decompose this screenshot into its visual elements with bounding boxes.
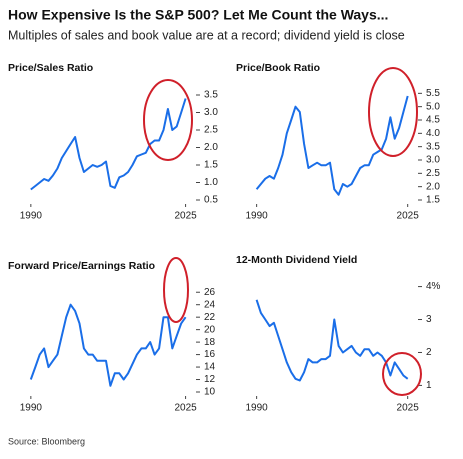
data-line <box>255 95 409 196</box>
highlight-circle <box>382 352 422 396</box>
y-tick-label: 10 <box>204 387 216 398</box>
x-tick-label: 1990 <box>20 211 43 222</box>
panel-title: Price/Sales Ratio <box>8 62 93 74</box>
highlight-circle <box>163 257 189 323</box>
y-tick-label: 1.0 <box>204 177 218 188</box>
y-tick-label: 0.5 <box>204 195 218 206</box>
y-tick-label: 22 <box>204 312 216 323</box>
y-tick-label: 18 <box>204 337 216 348</box>
y-tick-label: 26 <box>204 287 216 298</box>
x-tick-label: 2025 <box>174 403 197 414</box>
y-tick-label: 14 <box>204 362 216 373</box>
y-tick-label: 2.5 <box>426 168 440 179</box>
y-tick-label: 3 <box>426 314 432 325</box>
x-tick-label: 2025 <box>397 211 420 222</box>
panel-title: Price/Book Ratio <box>236 62 320 74</box>
y-tick-label: 5.0 <box>426 101 440 112</box>
y-tick-label: 20 <box>204 324 216 335</box>
y-tick-label: 3.0 <box>426 155 440 166</box>
y-tick-label: 3.0 <box>204 107 218 118</box>
y-tick-label: 2 <box>426 347 432 358</box>
source: Source: Bloomberg <box>8 436 85 446</box>
data-line <box>30 98 187 191</box>
y-tick-label: 3.5 <box>426 141 440 152</box>
y-tick-label: 1.5 <box>426 195 440 206</box>
chart-title: How Expensive Is the S&P 500? Let Me Cou… <box>8 7 388 23</box>
y-tick-label: 3.5 <box>204 90 218 101</box>
data-line <box>255 299 409 382</box>
data-line <box>29 303 187 387</box>
highlight-circle <box>143 79 193 161</box>
y-tick-label: 16 <box>204 349 216 360</box>
y-tick-label: 1.5 <box>204 160 218 171</box>
y-tick-label: 4% <box>426 281 441 292</box>
x-tick-label: 2025 <box>397 403 420 414</box>
x-tick-label: 1990 <box>246 211 269 222</box>
x-tick-label: 1990 <box>246 403 269 414</box>
y-tick-label: 2.0 <box>204 142 218 153</box>
y-tick-label: 2.0 <box>426 181 440 192</box>
panel-title: 12-Month Dividend Yield <box>236 254 357 266</box>
y-tick-label: 4.0 <box>426 128 440 139</box>
panel-title: Forward Price/Earnings Ratio <box>8 260 155 272</box>
y-tick-label: 12 <box>204 374 216 385</box>
y-tick-label: 24 <box>204 299 216 310</box>
y-tick-label: 4.5 <box>426 115 440 126</box>
x-tick-label: 1990 <box>20 403 43 414</box>
chart-subtitle: Multiples of sales and book value are at… <box>8 28 405 42</box>
y-tick-label: 2.5 <box>204 125 218 136</box>
y-tick-label: 1 <box>426 380 432 391</box>
y-tick-label: 5.5 <box>426 88 440 99</box>
x-tick-label: 2025 <box>174 211 197 222</box>
highlight-circle <box>368 67 418 157</box>
